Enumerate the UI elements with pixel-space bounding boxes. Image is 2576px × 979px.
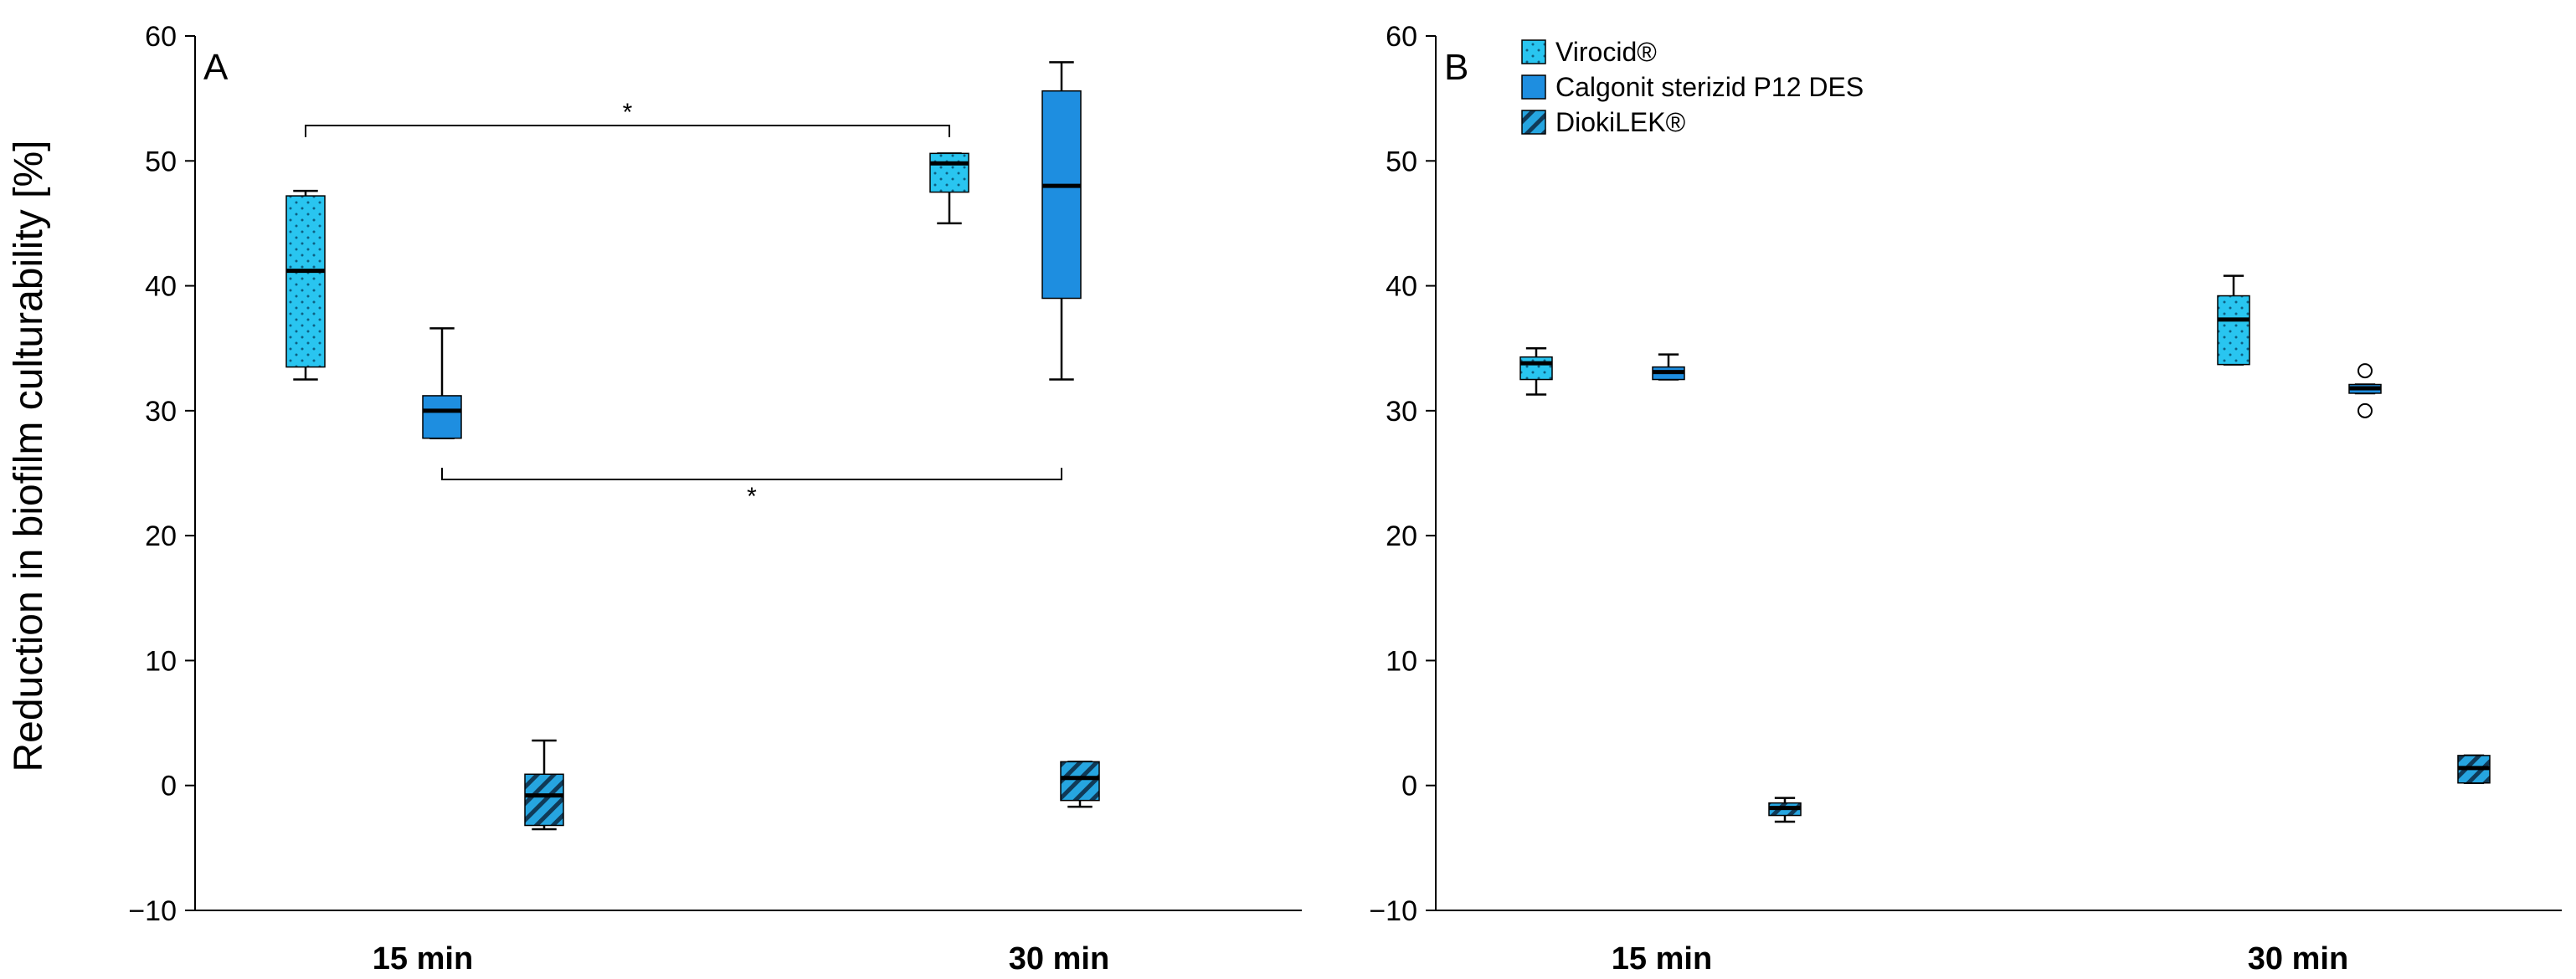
calgonit-15-box <box>422 395 462 439</box>
panel-a: A −10 0 10 20 30 40 50 60 15 min 30 min * * <box>128 21 1302 976</box>
y-tick-label: −10 <box>1369 895 1417 927</box>
legend-swatch-diokilek <box>1521 110 1546 135</box>
y-tick-label: 60 <box>1386 21 1417 53</box>
legend-swatch-calgonit <box>1521 74 1546 100</box>
y-tick-label: 40 <box>1386 271 1417 303</box>
y-tick-label: −10 <box>128 895 177 927</box>
y-tick-label: 50 <box>1386 146 1417 177</box>
y-tick-label: 10 <box>1386 645 1417 677</box>
panel-label-b: B <box>1444 47 1468 88</box>
virocid-15-box <box>1519 356 1553 381</box>
legend-label-virocid: Virocid® <box>1555 37 1657 67</box>
x-tick-label: 30 min <box>1009 941 1109 976</box>
significance-bracket <box>305 125 950 137</box>
significance-star: * <box>623 99 633 126</box>
virocid-30-box <box>2217 295 2250 366</box>
calgonit-30-outlier <box>2357 363 2373 379</box>
y-tick-label: 0 <box>1401 771 1417 802</box>
significance-bracket <box>441 468 1062 480</box>
y-tick-label: 30 <box>1386 396 1417 428</box>
y-tick-label: 40 <box>145 271 177 303</box>
x-tick-label: 30 min <box>2248 941 2348 976</box>
calgonit-30-box <box>1041 90 1082 300</box>
y-tick-label: 10 <box>145 645 177 677</box>
legend-label-diokilek: DiokiLEK® <box>1555 107 1686 137</box>
virocid-15-box <box>285 195 326 368</box>
x-tick-label: 15 min <box>1612 941 1712 976</box>
legend-swatch-virocid <box>1521 39 1546 64</box>
y-tick-label: 20 <box>145 520 177 552</box>
virocid-30-box <box>929 152 969 193</box>
y-tick-label: 30 <box>145 396 177 428</box>
y-tick-label: 0 <box>161 771 177 802</box>
panel-label-a: A <box>203 47 229 88</box>
calgonit-30-outlier <box>2357 402 2373 418</box>
y-tick-label: 50 <box>145 146 177 177</box>
y-tick-label: 60 <box>145 21 177 53</box>
panel-b: B −10 0 10 20 30 40 50 60 15 min 30 min Virocid® Ca… <box>1369 21 2562 976</box>
diokilek-15-box <box>524 773 564 827</box>
significance-star: * <box>747 483 757 510</box>
legend-label-calgonit: Calgonit sterizid P12 DES <box>1555 72 1864 102</box>
x-tick-label: 15 min <box>373 941 473 976</box>
y-axis-label: Reduction in biofilm culturability [%] <box>7 141 51 772</box>
diokilek-30-box <box>1060 761 1100 802</box>
y-tick-label: 20 <box>1386 520 1417 552</box>
